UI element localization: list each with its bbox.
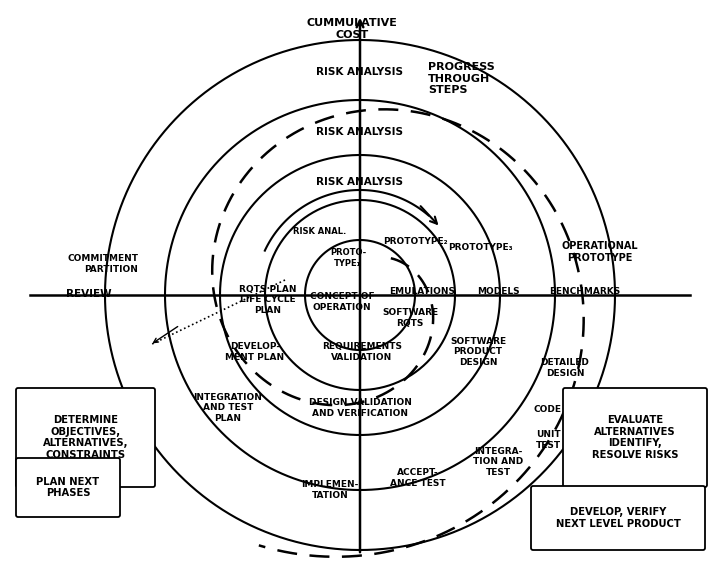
Text: RISK ANALYSIS: RISK ANALYSIS <box>317 127 403 137</box>
Text: PROTOTYPE₂: PROTOTYPE₂ <box>383 237 447 247</box>
Text: REQUIREMENTS
VALIDATION: REQUIREMENTS VALIDATION <box>322 342 402 362</box>
FancyBboxPatch shape <box>16 388 155 487</box>
Text: CONCEPT OF
OPERATION: CONCEPT OF OPERATION <box>310 292 374 312</box>
Text: PLAN NEXT
PHASES: PLAN NEXT PHASES <box>37 477 99 499</box>
Text: DEVELOP, VERIFY
NEXT LEVEL PRODUCT: DEVELOP, VERIFY NEXT LEVEL PRODUCT <box>556 507 680 529</box>
Text: UNIT
TEST: UNIT TEST <box>536 430 561 450</box>
Text: ACCEPT-
ANCE TEST: ACCEPT- ANCE TEST <box>390 468 446 488</box>
Text: CODE: CODE <box>534 405 562 415</box>
Text: RQTS PLAN
LIFE CYCLE
PLAN: RQTS PLAN LIFE CYCLE PLAN <box>239 285 297 315</box>
Text: RISK ANALYSIS: RISK ANALYSIS <box>317 67 403 77</box>
Text: INTEGRATION
AND TEST
PLAN: INTEGRATION AND TEST PLAN <box>194 393 262 423</box>
Text: SOFTWARE
PRODUCT
DESIGN: SOFTWARE PRODUCT DESIGN <box>450 337 506 367</box>
Text: OPERATIONAL
PROTOTYPE: OPERATIONAL PROTOTYPE <box>562 241 639 263</box>
Text: IMPLEMEN-
TATION: IMPLEMEN- TATION <box>301 481 359 500</box>
Text: DESIGN VALIDATION
AND VERIFICATION: DESIGN VALIDATION AND VERIFICATION <box>309 398 411 417</box>
FancyBboxPatch shape <box>563 388 707 487</box>
Text: DETERMINE
OBJECTIVES,
ALTERNATIVES,
CONSTRAINTS: DETERMINE OBJECTIVES, ALTERNATIVES, CONS… <box>42 415 128 460</box>
Text: PROGRESS
THROUGH
STEPS: PROGRESS THROUGH STEPS <box>428 62 495 95</box>
FancyBboxPatch shape <box>16 458 120 517</box>
Text: BENCHMARKS: BENCHMARKS <box>549 288 621 296</box>
Text: SOFTWARE
RQTS: SOFTWARE RQTS <box>382 308 438 328</box>
Text: DETAILED
DESIGN: DETAILED DESIGN <box>541 358 590 378</box>
Text: DEVELOP-
MENT PLAN: DEVELOP- MENT PLAN <box>225 342 284 362</box>
Text: EMULATIONS: EMULATIONS <box>389 288 455 296</box>
Text: MODELS: MODELS <box>477 288 519 296</box>
Text: REVIEW: REVIEW <box>66 289 112 299</box>
Text: PROTO-
TYPE₁: PROTO- TYPE₁ <box>330 248 366 267</box>
Text: INTEGRA-
TION AND
TEST: INTEGRA- TION AND TEST <box>473 447 523 477</box>
Text: EVALUATE
ALTERNATIVES
IDENTIFY,
RESOLVE RISKS: EVALUATE ALTERNATIVES IDENTIFY, RESOLVE … <box>592 415 678 460</box>
Text: COMMITMENT
PARTITION: COMMITMENT PARTITION <box>67 254 138 274</box>
Text: PROTOTYPE₃: PROTOTYPE₃ <box>448 244 513 252</box>
Text: CUMMULATIVE
COST: CUMMULATIVE COST <box>307 18 397 39</box>
Text: RISK ANALYSIS: RISK ANALYSIS <box>317 177 403 187</box>
Text: RISK ANAL.: RISK ANAL. <box>293 228 346 236</box>
FancyBboxPatch shape <box>531 486 705 550</box>
